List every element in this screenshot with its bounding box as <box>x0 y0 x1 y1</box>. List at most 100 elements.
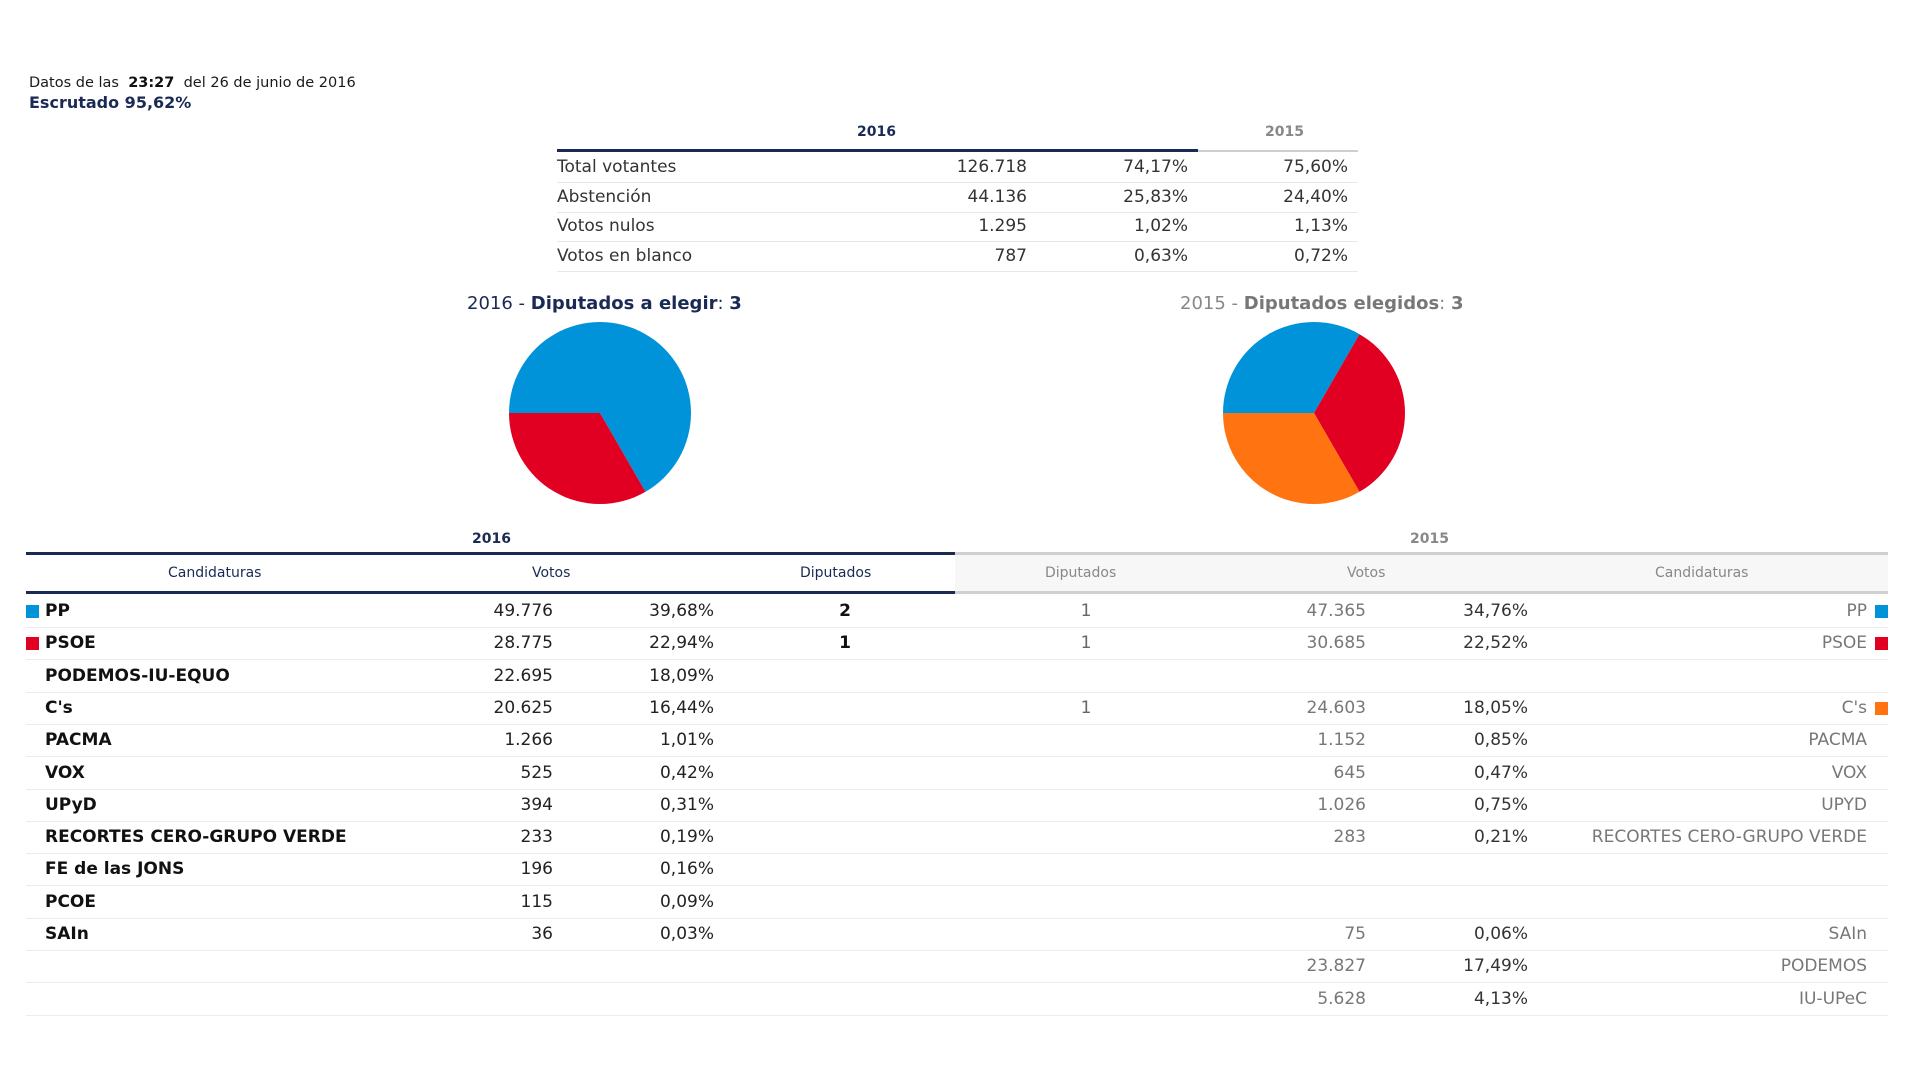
timestamp-time: 23:27 <box>128 75 175 91</box>
percent-2015: 0,47% <box>1473 762 1528 783</box>
percent-2015: 18,05% <box>1463 697 1528 718</box>
summary-label: Votos nulos <box>557 216 655 236</box>
summary-pct-previous: 75,60% <box>1283 157 1348 177</box>
summary-votes: 787 <box>994 245 1027 266</box>
votes-2015: 1.152 <box>1317 730 1366 751</box>
votes-2015: 5.628 <box>1317 988 1366 1009</box>
summary-pct-previous: 0,72% <box>1293 245 1348 266</box>
results-header-previous <box>955 553 1888 592</box>
percent-2015: 0,85% <box>1473 730 1528 751</box>
percent-2015: 0,21% <box>1473 827 1528 848</box>
results-row: PSOE 28.775 22,94% 1 1 30.685 22,52% PSOE <box>26 627 1888 661</box>
results-divider-current-top <box>26 552 955 555</box>
percent-2016: 16,44% <box>649 697 714 718</box>
seats-2016: 1 <box>839 633 851 654</box>
votes-2016: 20.625 <box>493 697 553 718</box>
summary-year-current: 2016 <box>857 124 896 140</box>
summary-pct: 25,83% <box>1123 186 1188 207</box>
percent-2015: 0,06% <box>1473 924 1528 944</box>
summary-votes: 126.718 <box>956 157 1027 177</box>
pie-slice-pp[interactable] <box>509 322 691 492</box>
percent-2015: 0,75% <box>1473 794 1528 815</box>
party-name-2016: FE de las JONS <box>45 859 185 880</box>
results-row: PCOE 115 0,09% <box>26 886 1888 919</box>
summary-label: Total votantes <box>557 157 677 177</box>
percent-2016: 39,68% <box>649 601 714 621</box>
pie-title-sep: - <box>1225 293 1244 314</box>
seats-2015: 1 <box>1080 697 1092 718</box>
summary-row: Votos en blanco 787 0,63% 0,72% <box>557 242 1358 272</box>
summary-row: Votos nulos 1.295 1,02% 1,13% <box>557 212 1358 242</box>
scrutinized-percentage: Escrutado 95,62% <box>29 93 192 112</box>
percent-2015: 17,49% <box>1463 956 1528 977</box>
party-color-swatch-2015 <box>1875 605 1888 618</box>
pie-title-label: Diputados a elegir <box>530 293 718 314</box>
summary-label: Votos en blanco <box>557 245 693 266</box>
votes-2015: 283 <box>1333 827 1366 848</box>
party-name-2015: IU-UPeC <box>1798 988 1867 1009</box>
summary-divider-previous <box>1198 150 1358 152</box>
party-name-2016: PSOE <box>45 633 96 654</box>
party-name-2015: UPYD <box>1821 794 1867 815</box>
votes-2016: 394 <box>520 794 553 815</box>
percent-2015: 4,13% <box>1473 988 1528 1009</box>
column-header-votos-2016[interactable]: Votos <box>532 565 571 581</box>
summary-pct-previous: 1,13% <box>1293 216 1348 236</box>
party-name-2015: PACMA <box>1808 730 1867 751</box>
party-name-2015: PSOE <box>1821 633 1867 654</box>
pie-slice-pp[interactable] <box>1223 322 1360 413</box>
votes-2016: 525 <box>520 762 553 783</box>
results-row: UPyD 394 0,31% 1.026 0,75% UPYD <box>26 789 1888 822</box>
seats-2016: 2 <box>839 601 851 621</box>
results-year-current: 2016 <box>472 531 511 547</box>
party-name-2016: VOX <box>45 762 85 783</box>
column-header-candidaturas-2015[interactable]: Candidaturas <box>1655 565 1749 581</box>
summary-votes: 1.295 <box>978 216 1027 236</box>
results-divider-current-bottom <box>26 591 955 594</box>
column-header-candidaturas-2016[interactable]: Candidaturas <box>168 565 262 581</box>
party-color-swatch-2016 <box>26 637 39 651</box>
votes-2016: 49.776 <box>493 601 553 621</box>
timestamp-date: del 26 de junio de 2016 <box>183 75 356 91</box>
results-row: PP 49.776 39,68% 2 1 47.365 34,76% PP <box>26 595 1888 628</box>
column-header-diputados-2016[interactable]: Diputados <box>800 565 872 581</box>
summary-votes: 44.136 <box>967 186 1027 207</box>
votes-2016: 22.695 <box>493 665 553 686</box>
party-color-swatch-2016 <box>26 605 39 618</box>
party-name-2016: RECORTES CERO-GRUPO VERDE <box>45 827 347 848</box>
pie-title-count: 3 <box>729 293 742 314</box>
pie-title-sep: - <box>512 293 531 314</box>
votes-2015: 47.365 <box>1306 601 1366 621</box>
percent-2016: 22,94% <box>649 633 714 654</box>
percent-2016: 0,09% <box>659 891 714 912</box>
column-header-votos-2015[interactable]: Votos <box>1347 565 1386 581</box>
data-timestamp: Datos de las 23:27 del 26 de junio de 20… <box>29 74 356 92</box>
summary-year-previous: 2015 <box>1265 124 1304 140</box>
votes-2015: 23.827 <box>1306 956 1366 977</box>
votes-2015: 645 <box>1333 762 1366 783</box>
summary-pct-previous: 24,40% <box>1283 186 1348 207</box>
party-name-2016: UPyD <box>45 794 97 815</box>
pie-title-colon: : <box>717 293 730 314</box>
results-header-current <box>26 553 955 592</box>
percent-2016: 0,16% <box>659 859 714 880</box>
votes-2015: 1.026 <box>1317 794 1366 815</box>
summary-pct: 0,63% <box>1133 245 1188 266</box>
results-divider-previous-bottom <box>955 591 1888 594</box>
pie-title-label: Diputados elegidos <box>1243 293 1440 314</box>
results-row: RECORTES CERO-GRUPO VERDE 233 0,19% 283 0,21… <box>26 821 1888 855</box>
party-name-2016: C's <box>45 697 73 718</box>
pie-slice-psoe[interactable] <box>509 413 646 504</box>
summary-pct: 74,17% <box>1123 157 1188 177</box>
timestamp-prefix: Datos de las <box>29 75 119 91</box>
results-row: PODEMOS-IU-EQUO 22.695 18,09% <box>26 660 1888 693</box>
percent-2015: 34,76% <box>1463 601 1528 621</box>
pie-title-2015: 2015 - Diputados elegidos: 3 <box>1180 293 1464 314</box>
votes-2016: 196 <box>520 859 553 880</box>
pie-chart-2015 <box>1223 322 1405 504</box>
column-header-diputados-2015[interactable]: Diputados <box>1045 565 1117 581</box>
party-color-swatch-2015 <box>1875 701 1888 715</box>
percent-2015: 22,52% <box>1463 633 1528 654</box>
pie-slice-cs[interactable] <box>1223 413 1360 504</box>
votes-2016: 28.775 <box>493 633 553 654</box>
